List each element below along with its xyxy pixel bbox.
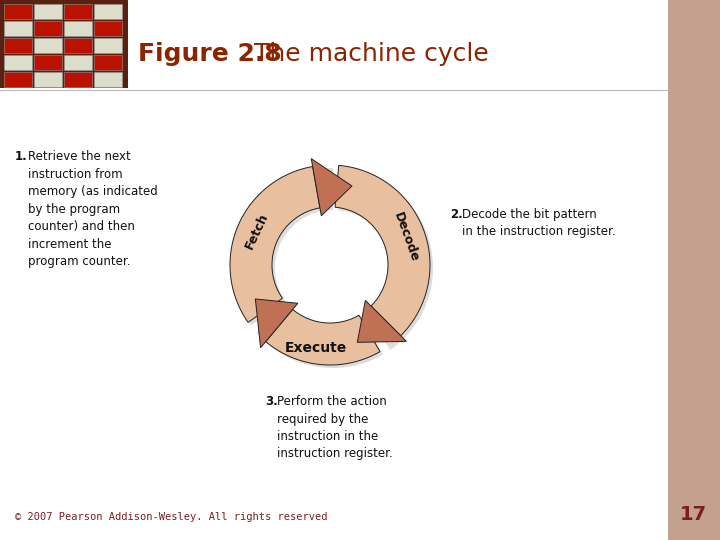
Bar [64,55,92,70]
Text: Fetch: Fetch [243,211,271,251]
Text: Retrieve the next
instruction from
memory (as indicated
by the program
counter) : Retrieve the next instruction from memor… [28,150,158,268]
Bar [0,0,128,88]
Text: © 2007 Pearson Addison-Wesley. All rights reserved: © 2007 Pearson Addison-Wesley. All right… [15,512,328,522]
Text: 17: 17 [680,505,706,524]
Polygon shape [335,165,430,336]
Text: Decode: Decode [391,211,421,264]
Polygon shape [256,305,383,368]
Bar [64,21,92,36]
Text: 3.: 3. [265,395,278,408]
Polygon shape [256,299,298,348]
Polygon shape [233,168,333,326]
Bar [94,4,122,19]
Polygon shape [230,166,320,322]
Bar [64,38,92,53]
Polygon shape [266,309,380,365]
Text: Execute: Execute [285,341,348,355]
Bar [34,4,62,19]
Bar [4,72,32,87]
Polygon shape [311,159,352,216]
Polygon shape [357,300,406,342]
Text: Perform the action
required by the
instruction in the
instruction register.: Perform the action required by the instr… [277,395,392,461]
Text: Decode the bit pattern
in the instruction register.: Decode the bit pattern in the instructio… [462,208,616,239]
Bar [94,38,122,53]
Bar [64,72,92,87]
Text: The machine cycle: The machine cycle [238,42,489,66]
Bar [94,21,122,36]
Bar [34,21,62,36]
Bar [668,0,720,540]
Bar [4,4,32,19]
Bar [34,72,62,87]
Bar [94,55,122,70]
Bar [4,38,32,53]
Bar [64,4,92,19]
Bar [34,38,62,53]
Bar [94,72,122,87]
Polygon shape [338,168,433,350]
Text: 1.: 1. [15,150,28,163]
Text: Figure 2.8: Figure 2.8 [138,42,282,66]
Bar [4,21,32,36]
Text: 2.: 2. [450,208,463,221]
Bar [34,55,62,70]
Bar [4,55,32,70]
